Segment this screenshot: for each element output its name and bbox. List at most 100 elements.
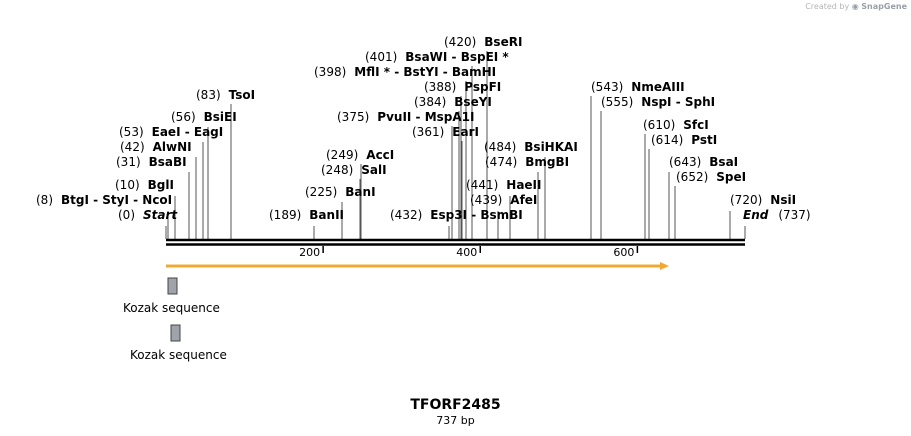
cut-site-label[interactable]: (0) Start — [118, 208, 178, 222]
cut-site-position: (384) — [414, 95, 446, 109]
cut-site-name: BseRI — [484, 35, 522, 49]
cut-site-label[interactable]: (398) MflI * - BstYI - BamHI — [314, 65, 496, 79]
cut-site-labels: (0) Start (8) BtgI - StyI - NcoI(10) BglI (31… — [36, 35, 811, 222]
cut-site-name: PvuII - MspA1I — [377, 110, 474, 124]
cut-site-label[interactable]: (53) EaeI - EagI — [119, 125, 223, 139]
cut-site-position: (643) — [669, 155, 701, 169]
cut-site-name: PspFI — [464, 80, 501, 94]
cut-site-position: (10) — [115, 178, 140, 192]
kozak-feature-box[interactable] — [170, 324, 181, 342]
ruler-ticks: 200 400 600 — [299, 246, 639, 259]
cut-site-name: AfeI — [510, 193, 537, 207]
cut-site-position: (8) — [36, 193, 53, 207]
cut-site-label[interactable]: (31) BsaBI — [116, 155, 187, 169]
cut-site-name: BtgI - StyI - NcoI — [61, 193, 172, 207]
cut-site-label[interactable]: (441) HaeII — [466, 178, 542, 192]
cut-site-position: (56) — [171, 110, 196, 124]
cut-site-name: SpeI — [716, 170, 746, 184]
cut-site-position: (398) — [314, 65, 346, 79]
cut-site-name: NsiI — [770, 193, 796, 207]
ruler-tick-label: 600 — [613, 246, 634, 259]
cut-site-name: BglI — [148, 178, 174, 192]
cut-site-position: (737) — [778, 208, 810, 222]
cut-site-label[interactable]: (720) NsiI — [730, 193, 796, 207]
cut-site-label[interactable]: (189) BanII — [269, 208, 344, 222]
cut-site-position: (248) — [321, 163, 353, 177]
cut-site-name: BmgBI — [525, 155, 569, 169]
cut-site-name: BsaWI - BspEI * — [405, 50, 509, 64]
cut-site-name: BsiEI — [204, 110, 237, 124]
cut-site-position: (42) — [120, 140, 145, 154]
cut-site-name: BanII — [309, 208, 344, 222]
cut-site-name: HaeII — [506, 178, 541, 192]
cut-site-name: MflI * - BstYI - BamHI — [354, 65, 496, 79]
kozak-feature-label: Kozak sequence — [130, 348, 227, 362]
cut-site-name: BsaI — [709, 155, 738, 169]
cut-site-name: SfcI — [683, 118, 708, 132]
cut-site-label[interactable]: (432) Esp3I - BsmBI — [390, 208, 523, 222]
cut-site-name: SalI — [361, 163, 386, 177]
orf-arrow[interactable] — [166, 262, 669, 270]
cut-site-name: AlwNI — [153, 140, 192, 154]
cut-site-position: (189) — [269, 208, 301, 222]
cut-site-label[interactable]: (543) NmeAIII — [591, 80, 685, 94]
cut-site-position: (484) — [484, 140, 516, 154]
cut-site-name: NmeAIII — [631, 80, 684, 94]
cut-site-position: (432) — [390, 208, 422, 222]
cut-site-leaders — [165, 51, 746, 239]
cut-site-name: BseYI — [454, 95, 492, 109]
cut-site-label[interactable]: (388) PspFI — [424, 80, 501, 94]
kozak-feature-label: Kozak sequence — [123, 301, 220, 315]
ruler-tick-label: 200 — [299, 246, 320, 259]
cut-site-label[interactable]: (439) AfeI — [470, 193, 537, 207]
cut-site-label[interactable]: (484) BsiHKAI — [484, 140, 578, 154]
cut-site-name: BsaBI — [149, 155, 187, 169]
cut-site-label[interactable]: (384) BseYI — [414, 95, 492, 109]
cut-site-name: NspI - SphI — [641, 95, 715, 109]
orf-arrow-head — [660, 262, 669, 270]
cut-site-label[interactable]: (420) BseRI — [444, 35, 522, 49]
map-title: TFORF2485 — [410, 397, 501, 413]
sequence-backbone — [166, 238, 745, 246]
kozak-feature-box[interactable] — [167, 277, 178, 295]
cut-site-label[interactable]: (8) BtgI - StyI - NcoI — [36, 193, 172, 207]
cut-site-name: BsiHKAI — [524, 140, 578, 154]
cut-site-label[interactable]: (249) AccI — [326, 148, 394, 162]
cut-site-label[interactable]: (42) AlwNI — [120, 140, 192, 154]
cut-site-position: (614) — [651, 133, 683, 147]
cut-site-position: (361) — [412, 125, 444, 139]
cut-site-position: (249) — [326, 148, 358, 162]
cut-site-label[interactable]: (401) BsaWI - BspEI * — [365, 50, 509, 64]
map-subtitle: 737 bp — [436, 414, 475, 427]
cut-site-position: (543) — [591, 80, 623, 94]
cut-site-label[interactable]: (10) BglI — [115, 178, 174, 192]
cut-site-label[interactable]: (555) NspI - SphI — [601, 95, 715, 109]
cut-site-position: (375) — [337, 110, 369, 124]
cut-site-label[interactable]: (375) PvuII - MspA1I — [337, 110, 474, 124]
ruler-tick-label: 400 — [456, 246, 477, 259]
cut-site-name: Start — [143, 208, 178, 222]
cut-site-label[interactable]: (474) BmgBI — [485, 155, 569, 169]
credit-prefix: Created by — [805, 2, 850, 11]
cut-site-name: EaeI - EagI — [152, 125, 224, 139]
cut-site-position: (388) — [424, 80, 456, 94]
cut-site-position: (83) — [196, 88, 221, 102]
cut-site-label[interactable]: End (737) — [743, 208, 811, 222]
cut-site-label[interactable]: (361) EarI — [412, 125, 479, 139]
cut-site-label[interactable]: (56) BsiEI — [171, 110, 237, 124]
cut-site-position: (555) — [601, 95, 633, 109]
cut-site-label[interactable]: (652) SpeI — [676, 170, 746, 184]
cut-site-label[interactable]: (248) SalI — [321, 163, 387, 177]
cut-site-position: (474) — [485, 155, 517, 169]
snapgene-logo-icon: ◉ — [851, 2, 859, 11]
cut-site-position: (652) — [676, 170, 708, 184]
cut-site-label[interactable]: (83) TsoI — [196, 88, 255, 102]
cut-site-label[interactable]: (614) PstI — [651, 133, 717, 147]
cut-site-label[interactable]: (610) SfcI — [643, 118, 709, 132]
credit-brand: SnapGene — [861, 2, 907, 11]
cut-site-label[interactable]: (225) BanI — [305, 185, 376, 199]
cut-site-name: Esp3I - BsmBI — [430, 208, 522, 222]
snapgene-credit: Created by ◉ SnapGene — [805, 2, 907, 11]
cut-site-label[interactable]: (643) BsaI — [669, 155, 738, 169]
